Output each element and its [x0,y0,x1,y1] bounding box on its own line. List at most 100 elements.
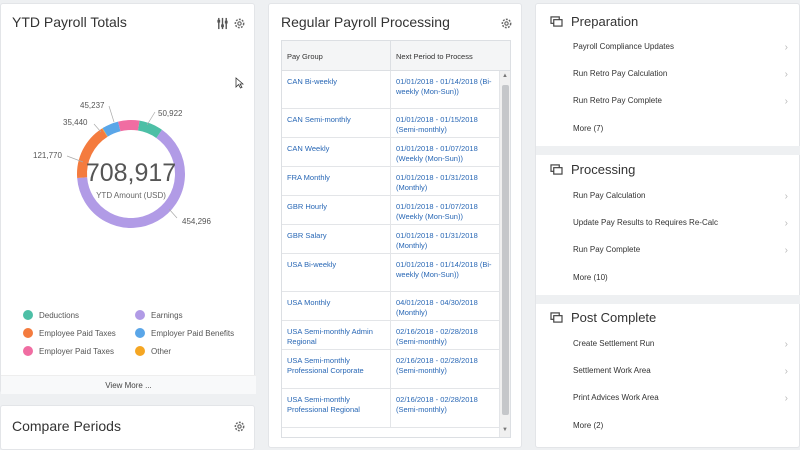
chevron-right-icon: › [785,339,788,350]
section-processing: Processing [550,162,635,177]
next-period-link[interactable]: 02/16/2018 - 02/28/2018 (Semi-monthly) [391,350,499,388]
section-icon [550,164,563,175]
legend-label: Earnings [151,311,183,320]
task-label: Run Retro Pay Complete [573,96,662,107]
leader-line [109,106,114,122]
column-header-next-period[interactable]: Next Period to Process [391,41,499,70]
task-label: Run Pay Complete [573,245,640,256]
pay-group-link[interactable]: USA Semi-monthly Professional Regional [282,389,391,427]
leader-line [169,209,177,218]
more-link-post-complete[interactable]: More (2) [573,421,788,430]
more-label: More (2) [573,421,603,430]
pay-group-link[interactable]: CAN Semi-monthly [282,109,391,137]
more-link-processing[interactable]: More (10) [573,273,788,282]
pay-group-link[interactable]: CAN Weekly [282,138,391,166]
section-divider [536,146,800,155]
pay-group-table: Pay Group Next Period to Process CAN Bi-… [281,40,511,438]
legend-dot [23,328,33,338]
next-period-link[interactable]: 01/01/2018 - 01/31/2018 (Monthly) [391,167,499,195]
next-period-link[interactable]: 04/01/2018 - 04/30/2018 (Monthly) [391,292,499,320]
pay-group-link[interactable]: USA Semi-monthly Professional Corporate [282,350,391,388]
section-preparation: Preparation [550,14,638,29]
task-run-retro-pay-calculation[interactable]: Run Retro Pay Calculation› [573,69,788,80]
more-link-preparation[interactable]: More (7) [573,124,788,133]
legend-item-employee-paid-taxes[interactable]: Employee Paid Taxes [23,328,116,338]
pay-group-link[interactable]: FRA Monthly [282,167,391,195]
donut-slice-employer-paid-benefits[interactable] [105,126,119,132]
chevron-right-icon: › [785,245,788,256]
legend-item-earnings[interactable]: Earnings [135,310,183,320]
task-label: Run Pay Calculation [573,191,645,202]
next-period-link[interactable]: 01/01/2018 - 01/14/2018 (Bi-weekly (Mon-… [391,71,499,108]
legend-item-deductions[interactable]: Deductions [23,310,79,320]
task-label: Print Advices Work Area [573,393,659,404]
legend-dot [135,346,145,356]
pay-group-link[interactable]: USA Bi-weekly [282,254,391,291]
next-period-link[interactable]: 01/01/2018 - 01/31/2018 (Monthly) [391,225,499,253]
task-settlement-work-area[interactable]: Settlement Work Area› [573,366,788,377]
donut-slice-employer-paid-taxes[interactable] [119,125,138,126]
task-update-pay-results[interactable]: Update Pay Results to Requires Re-Calc› [573,218,788,229]
scroll-up-icon[interactable]: ▲ [502,73,508,79]
task-label: Update Pay Results to Requires Re-Calc [573,218,718,229]
legend-dot [23,346,33,356]
regular-payroll-card: Regular Payroll Processing Pay Group Nex… [268,3,522,448]
gear-icon[interactable] [500,17,513,30]
compare-card-title: Compare Periods [12,418,121,434]
more-label: More (10) [573,273,608,282]
task-label: Run Retro Pay Calculation [573,69,667,80]
section-icon [550,312,563,323]
scroll-thumb[interactable] [502,85,509,415]
slice-label-employer-benefits: 45,237 [80,101,104,110]
next-period-link[interactable]: 01/01/2018 - 01/14/2018 (Bi-weekly (Mon-… [391,254,499,291]
task-run-pay-complete[interactable]: Run Pay Complete › [573,245,788,256]
section-icon [550,16,563,27]
chevron-right-icon: › [785,42,788,53]
pay-group-link[interactable]: USA Monthly [282,292,391,320]
chevron-right-icon: › [785,96,788,107]
section-divider [536,295,800,304]
pay-group-link[interactable]: GBR Salary [282,225,391,253]
table-scrollbar[interactable]: ▲ ▼ [499,71,510,437]
donut-slice-deductions[interactable] [139,126,159,134]
view-more-link[interactable]: View More ... [1,375,256,394]
pay-group-link[interactable]: GBR Hourly [282,196,391,224]
next-period-link[interactable]: 01/01/2018 - 01/15/2018 (Semi-monthly) [391,109,499,137]
section-title: Processing [571,162,635,177]
total-amount: 708,917 [76,159,186,188]
pay-group-link[interactable]: CAN Bi-weekly [282,71,391,108]
next-period-link[interactable]: 02/16/2018 - 02/28/2018 (Semi-monthly) [391,321,499,349]
payroll-card-title: Regular Payroll Processing [281,14,450,30]
column-header-pay-group[interactable]: Pay Group [282,41,391,70]
pay-group-link[interactable]: USA Semi-monthly Admin Regional [282,321,391,349]
slice-label-earnings: 454,296 [182,217,211,226]
leader-line [94,124,101,132]
task-label: Payroll Compliance Updates [573,42,674,53]
legend-dot [135,310,145,320]
legend-item-employer-paid-benefits[interactable]: Employer Paid Benefits [135,328,234,338]
scroll-down-icon[interactable]: ▼ [502,427,508,433]
compare-periods-card: Compare Periods [0,405,255,450]
task-run-pay-calculation[interactable]: Run Pay Calculation› [573,191,788,202]
table-header: Pay Group Next Period to Process [282,41,510,71]
next-period-link[interactable]: 01/01/2018 - 01/07/2018 (Weekly (Mon-Sun… [391,196,499,224]
legend-item-employer-paid-taxes[interactable]: Employer Paid Taxes [23,346,114,356]
next-period-link[interactable]: 01/01/2018 - 01/07/2018 (Weekly (Mon-Sun… [391,138,499,166]
legend-item-other[interactable]: Other [135,346,171,356]
task-print-advices-work-area[interactable]: Print Advices Work Area› [573,393,788,404]
next-period-link[interactable]: 02/16/2018 - 02/28/2018 (Semi-monthly) [391,389,499,427]
chevron-right-icon: › [785,366,788,377]
task-payroll-compliance-updates[interactable]: Payroll Compliance Updates › [573,42,788,53]
task-create-settlement-run[interactable]: Create Settlement Run› [573,339,788,350]
task-run-retro-pay-complete[interactable]: Run Retro Pay Complete › [573,96,788,107]
gear-icon[interactable] [233,420,246,433]
